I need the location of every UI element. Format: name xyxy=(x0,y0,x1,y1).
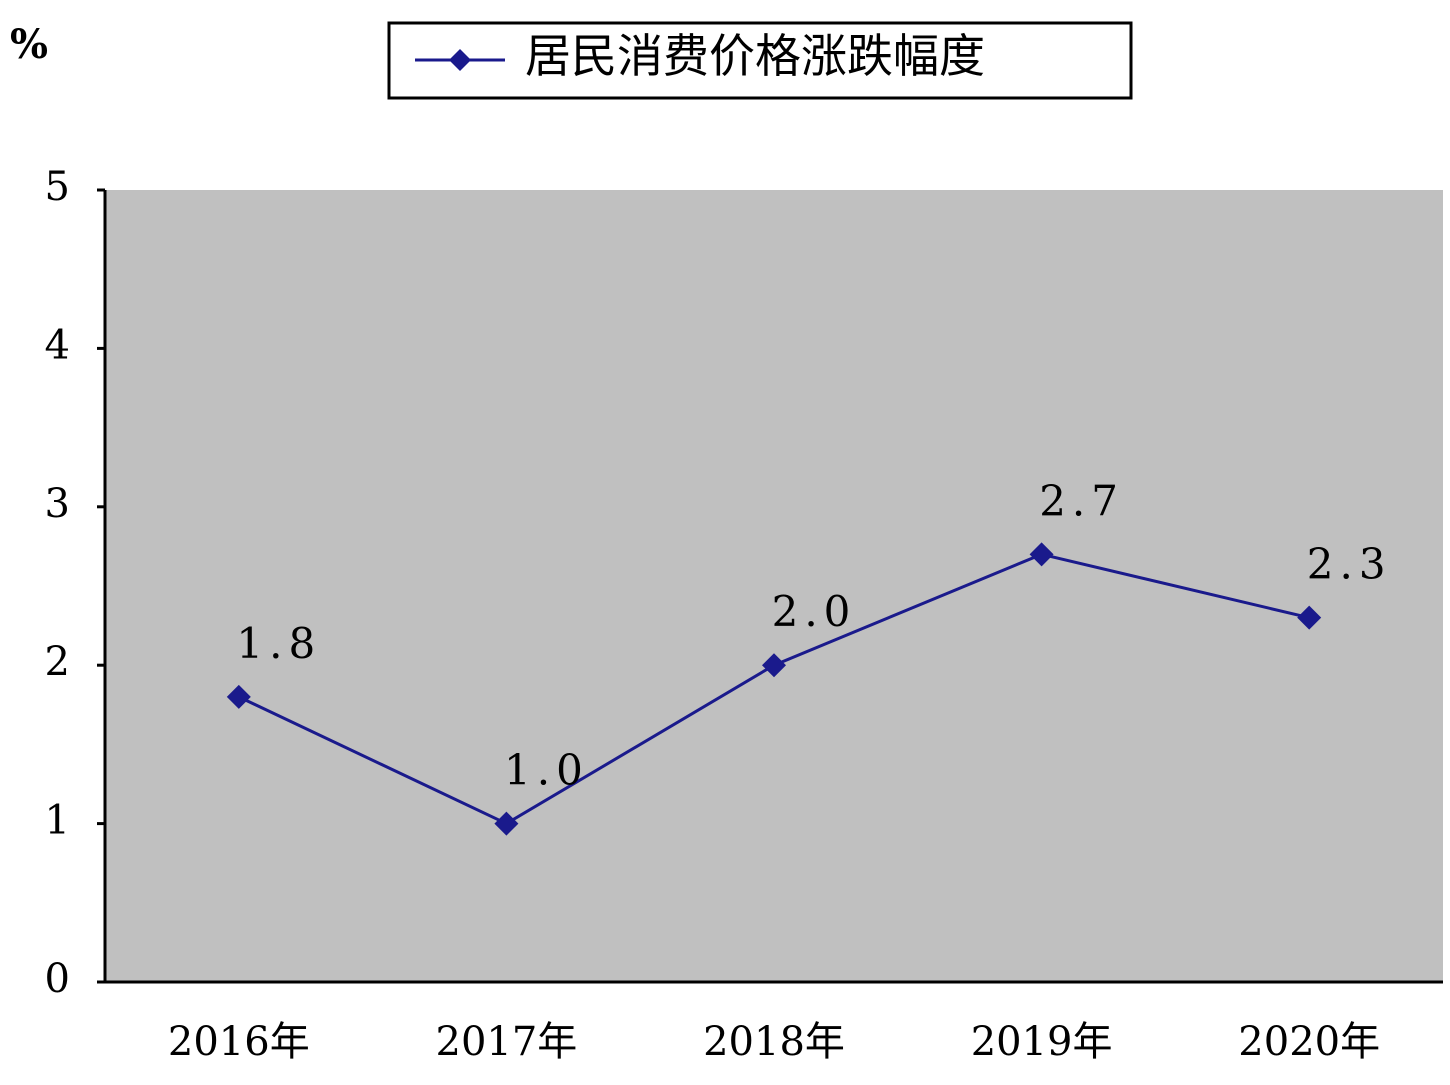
x-tick-label: 2020年 xyxy=(1238,1019,1380,1065)
y-tick-label: 4 xyxy=(45,322,70,368)
y-tick-label: 0 xyxy=(45,956,70,1002)
point-marker xyxy=(226,684,251,709)
legend-marker xyxy=(449,49,471,71)
point-marker xyxy=(1297,605,1322,630)
x-tick-label: 2016年 xyxy=(168,1019,310,1065)
plot-area xyxy=(105,190,1443,982)
legend-label: 居民消费价格涨跌幅度 xyxy=(525,29,985,83)
y-tick-label: 3 xyxy=(45,481,70,527)
data-label: 1.8 xyxy=(236,619,321,668)
point-marker xyxy=(762,653,786,678)
y-tick-label: 2 xyxy=(45,639,70,685)
data-label: 1.0 xyxy=(504,746,589,795)
legend: 居民消费价格涨跌幅度 xyxy=(387,21,1133,100)
data-label: 2.7 xyxy=(1039,476,1124,525)
x-tick-label: 2018年 xyxy=(703,1019,845,1065)
y-tick-label: 1 xyxy=(45,798,70,844)
legend-box xyxy=(387,21,1133,100)
y-tick-label: 5 xyxy=(45,164,70,210)
y-axis-label: % xyxy=(10,21,48,68)
data-label: 2.0 xyxy=(772,587,857,636)
x-tick-label: 2017年 xyxy=(436,1019,578,1065)
point-marker xyxy=(1029,542,1054,567)
data-label: 2.3 xyxy=(1307,540,1392,589)
point-marker xyxy=(494,811,519,836)
x-tick-label: 2019年 xyxy=(971,1019,1113,1065)
